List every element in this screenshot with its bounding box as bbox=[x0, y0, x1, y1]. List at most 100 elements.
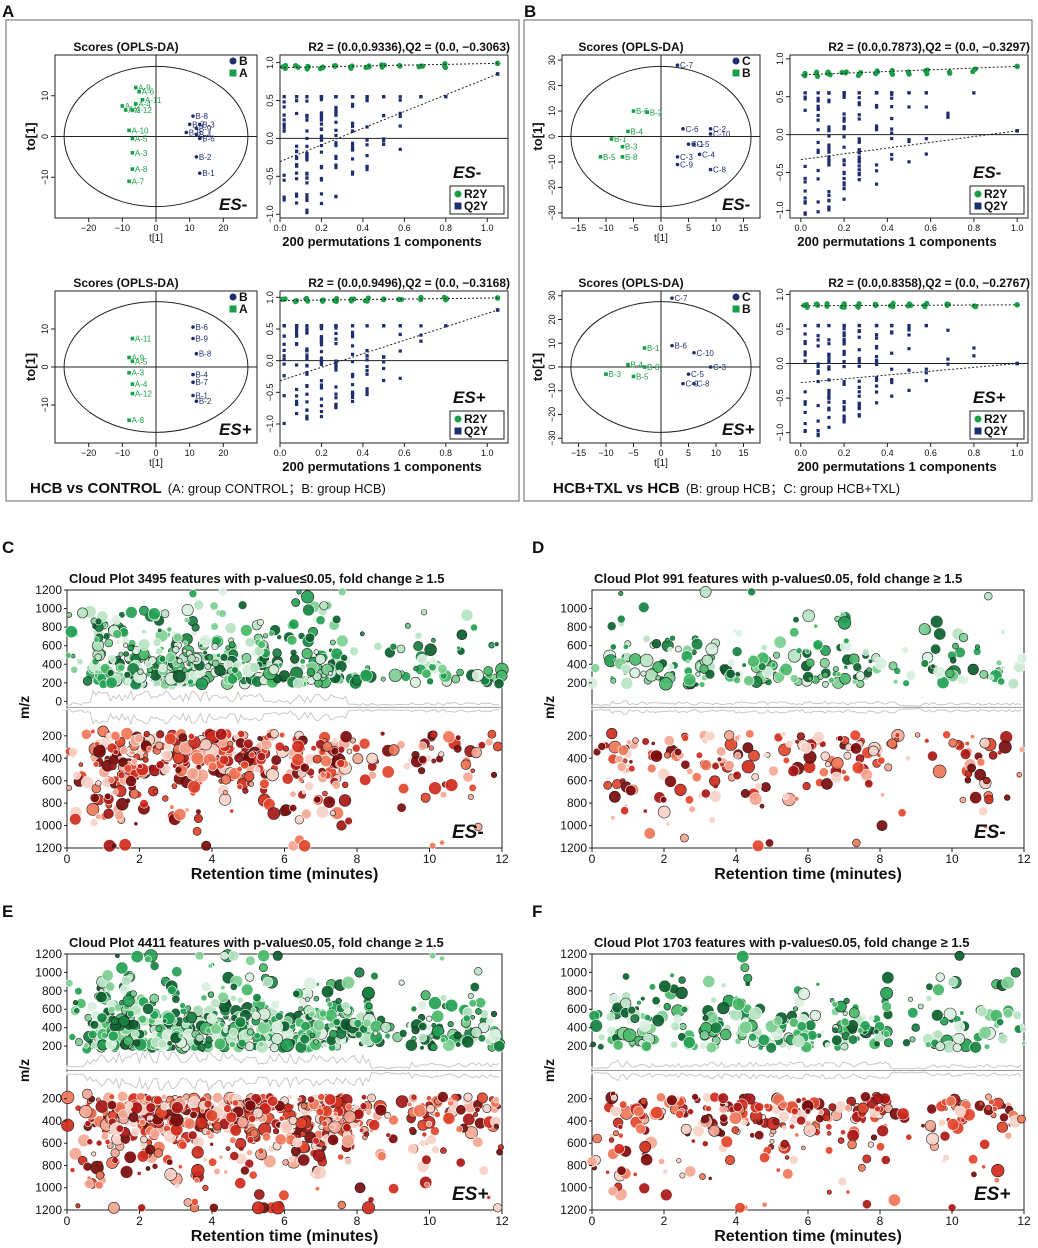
down-regulated-feature bbox=[830, 771, 843, 784]
q2-permutation-point bbox=[365, 99, 369, 103]
q2-permutation-point bbox=[890, 152, 894, 157]
up-regulated-feature bbox=[354, 1030, 363, 1039]
score-point bbox=[130, 359, 135, 364]
y-tick-label: 0.5 bbox=[265, 94, 275, 107]
q2-permutation-point bbox=[803, 180, 807, 184]
q2-permutation-point bbox=[890, 330, 894, 334]
up-regulated-feature bbox=[244, 1041, 255, 1052]
up-regulated-feature bbox=[413, 641, 424, 652]
up-regulated-feature bbox=[110, 1017, 119, 1025]
up-regulated-feature bbox=[197, 1043, 206, 1052]
r2-permutation-point bbox=[417, 63, 424, 69]
down-regulated-feature bbox=[195, 763, 202, 771]
down-regulated-feature bbox=[680, 833, 689, 843]
down-regulated-feature bbox=[352, 753, 364, 765]
up-regulated-feature bbox=[126, 1009, 135, 1018]
down-regulated-feature bbox=[155, 741, 164, 750]
up-regulated-feature bbox=[612, 1039, 624, 1051]
down-regulated-feature bbox=[924, 1120, 937, 1132]
down-regulated-feature bbox=[312, 754, 322, 764]
score-point bbox=[675, 63, 680, 67]
q2-permutation-point bbox=[816, 118, 820, 122]
down-regulated-feature bbox=[740, 788, 750, 798]
down-regulated-feature bbox=[439, 790, 448, 799]
up-regulated-feature bbox=[202, 649, 208, 656]
down-regulated-feature bbox=[784, 1155, 790, 1160]
down-regulated-feature bbox=[785, 739, 794, 748]
score-point bbox=[137, 89, 141, 94]
q2-permutation-point bbox=[294, 144, 299, 148]
down-regulated-feature bbox=[842, 774, 851, 783]
up-regulated-feature bbox=[306, 668, 316, 677]
down-regulated-feature bbox=[222, 790, 228, 796]
q2-permutation-point bbox=[305, 95, 309, 99]
q2-permutation-point bbox=[857, 173, 861, 177]
q2-permutation-point bbox=[305, 193, 309, 197]
panel-B-frame bbox=[523, 19, 1033, 502]
q2-permutation-point bbox=[874, 105, 879, 109]
down-regulated-feature bbox=[282, 745, 289, 752]
q2-permutation-point bbox=[334, 359, 338, 363]
x-tick-label: 15 bbox=[738, 448, 748, 458]
score-point bbox=[194, 132, 199, 137]
r2-permutation-point bbox=[945, 301, 951, 307]
y-tick-label: −10 bbox=[547, 154, 557, 169]
down-regulated-feature bbox=[999, 1112, 1009, 1123]
up-regulated-feature bbox=[359, 669, 373, 683]
q2-permutation-point bbox=[842, 418, 846, 422]
up-regulated-feature bbox=[820, 1029, 826, 1035]
q2-permutation-point bbox=[874, 378, 879, 382]
x-tick-label: 1.0 bbox=[1011, 223, 1024, 233]
q2-permutation-point bbox=[282, 348, 286, 352]
down-regulated-feature bbox=[872, 1093, 884, 1105]
down-regulated-feature bbox=[360, 1094, 367, 1101]
panel-A-caption: HCB vs CONTROL (A: group CONTROL；B: group… bbox=[30, 480, 386, 497]
score-point-label: B-2 bbox=[650, 108, 663, 117]
up-regulated-feature bbox=[210, 622, 219, 631]
up-regulated-feature bbox=[225, 645, 231, 651]
down-regulated-feature bbox=[324, 1093, 337, 1106]
down-regulated-feature bbox=[299, 762, 310, 773]
down-regulated-feature bbox=[110, 730, 121, 741]
down-regulated-feature bbox=[257, 735, 263, 741]
down-regulated-feature bbox=[984, 794, 994, 805]
q2-permutation-point bbox=[294, 330, 299, 334]
down-regulated-feature bbox=[444, 778, 459, 792]
q2-permutation-point bbox=[803, 340, 807, 344]
down-regulated-feature bbox=[781, 1125, 788, 1131]
down-regulated-feature bbox=[817, 1109, 824, 1116]
down-regulated-feature bbox=[431, 1145, 440, 1154]
q2-permutation-point bbox=[946, 357, 950, 361]
up-regulated-feature bbox=[262, 976, 274, 988]
down-regulated-feature bbox=[615, 754, 624, 763]
down-regulated-feature bbox=[313, 795, 322, 804]
score-point bbox=[134, 85, 138, 90]
up-regulated-feature bbox=[933, 1029, 943, 1040]
down-regulated-feature bbox=[96, 1160, 103, 1168]
q2-permutation-point bbox=[319, 95, 324, 99]
up-regulated-feature bbox=[88, 1029, 98, 1040]
x-tick-label: 10 bbox=[945, 1214, 959, 1228]
down-regulated-feature bbox=[470, 746, 482, 759]
q2-permutation-point bbox=[319, 404, 324, 408]
r2-permutation-point bbox=[839, 304, 845, 310]
score-point bbox=[130, 108, 135, 112]
q2-permutation-point bbox=[874, 333, 879, 337]
q2-permutation-point bbox=[334, 143, 338, 148]
down-regulated-feature bbox=[493, 1123, 499, 1129]
down-regulated-feature bbox=[175, 766, 182, 773]
up-regulated-feature bbox=[959, 1010, 965, 1016]
down-regulated-feature bbox=[649, 749, 663, 763]
up-regulated-feature bbox=[639, 653, 654, 668]
chromatogram-trace-up bbox=[591, 700, 1022, 707]
cloud-plot-title: Cloud Plot 1703 features with p-value≤0.… bbox=[594, 935, 969, 950]
down-regulated-feature bbox=[225, 1111, 238, 1124]
score-point-label: C-3 bbox=[713, 363, 726, 372]
q2-permutation-point bbox=[319, 350, 324, 354]
score-point-label: B-5 bbox=[603, 153, 616, 162]
up-regulated-feature bbox=[312, 1019, 325, 1032]
up-regulated-feature bbox=[188, 589, 198, 599]
q2-permutation-point bbox=[319, 113, 324, 118]
down-regulated-feature bbox=[937, 1118, 946, 1127]
down-regulated-feature bbox=[799, 741, 812, 754]
